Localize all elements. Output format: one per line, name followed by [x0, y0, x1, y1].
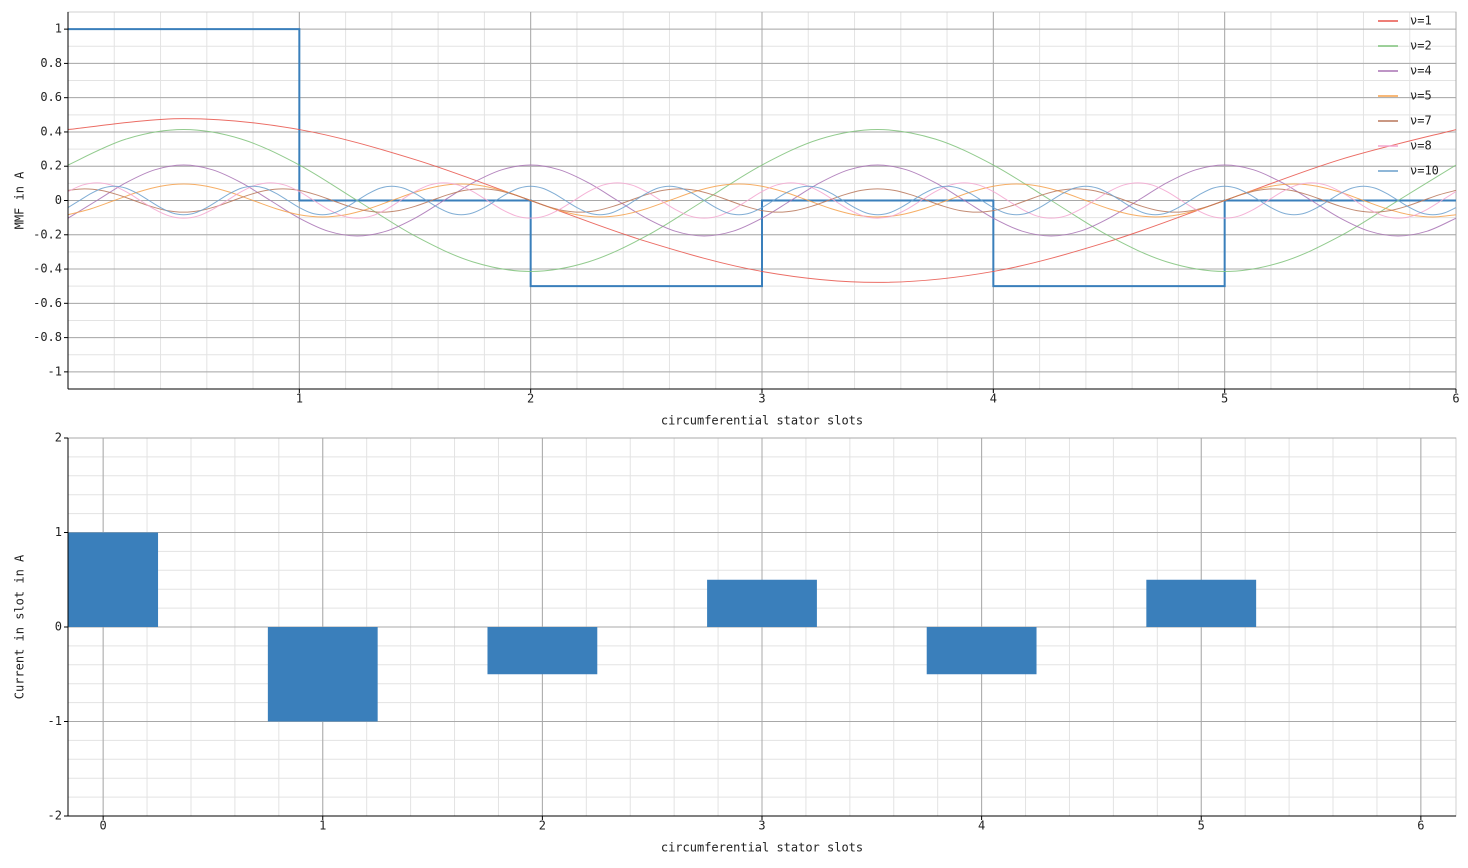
x-tick-label: 3 [758, 392, 765, 406]
legend-label: ν=2 [1410, 39, 1432, 53]
legend: ν=1 ν=2 ν=4 ν=5 ν=7 ν=8 ν=10 [1378, 14, 1439, 178]
legend-label: ν=10 [1410, 164, 1439, 178]
y-tick-label: -1 [48, 714, 62, 728]
plot: 0 1 2 3 4 5 6 -2 -1 0 1 2 circumferential stator slo… [13, 431, 1457, 855]
plot: 1 2 3 4 5 6 -1 -0.8 -0.6 -0.4 -0.2 0 0.2 0.4 0.6 0.8 1 ν=… [13, 11, 1460, 428]
x-tick-label: 2 [539, 819, 546, 833]
data-layer [68, 532, 1257, 722]
y-tick-label: -0.2 [33, 227, 62, 241]
bar [267, 627, 378, 722]
legend-label: ν=8 [1410, 139, 1432, 153]
y-tick-label: 0.6 [40, 90, 62, 104]
bar [68, 532, 159, 627]
x-tick-label: 0 [100, 819, 107, 833]
x-tick-label: 4 [978, 819, 985, 833]
harmonic-line [68, 164, 1456, 237]
harmonic-line [68, 129, 1456, 272]
bar [487, 627, 598, 675]
x-tick-label: 6 [1452, 392, 1459, 406]
y-tick-label: 0.2 [40, 159, 62, 173]
x-tick-label: 1 [319, 819, 326, 833]
harmonic-line [68, 188, 1456, 213]
y-tick-label: -0.8 [33, 330, 62, 344]
legend-label: ν=7 [1410, 114, 1432, 128]
y-tick-label: -0.6 [33, 296, 62, 310]
x-tick-label: 2 [527, 392, 534, 406]
y-tick-label: -2 [48, 809, 62, 823]
y-tick-label: 0.8 [40, 56, 62, 70]
x-tick-label: 1 [296, 392, 303, 406]
y-axis-label: MMF in A [13, 171, 27, 230]
bar [707, 579, 817, 627]
x-tick-label: 5 [1221, 392, 1228, 406]
x-tick-label: 4 [990, 392, 997, 406]
x-tick-label: 5 [1198, 819, 1205, 833]
y-tick-label: 1 [55, 525, 62, 539]
x-axis-label: circumferential stator slots [661, 841, 863, 855]
y-tick-label: 0.4 [40, 124, 62, 138]
y-tick-label: -0.4 [33, 262, 62, 276]
harmonic-line [68, 185, 1456, 216]
harmonic-line [68, 182, 1456, 219]
x-axis-label: circumferential stator slots [661, 414, 863, 428]
legend-label: ν=4 [1410, 64, 1432, 78]
y-tick-label: 0 [55, 193, 62, 207]
y-tick-label: 0 [55, 620, 62, 634]
y-tick-label: 1 [55, 22, 62, 36]
bar [1146, 579, 1257, 627]
legend-label: ν=1 [1410, 14, 1432, 28]
legend-label: ν=5 [1410, 89, 1432, 103]
bar [926, 627, 1037, 675]
x-tick-label: 3 [758, 819, 765, 833]
y-tick-label: 2 [55, 431, 62, 445]
y-axis-label: Current in slot in A [13, 554, 27, 699]
y-tick-label: -1 [48, 364, 62, 378]
data-layer [68, 28, 1456, 288]
x-tick-label: 6 [1417, 819, 1424, 833]
